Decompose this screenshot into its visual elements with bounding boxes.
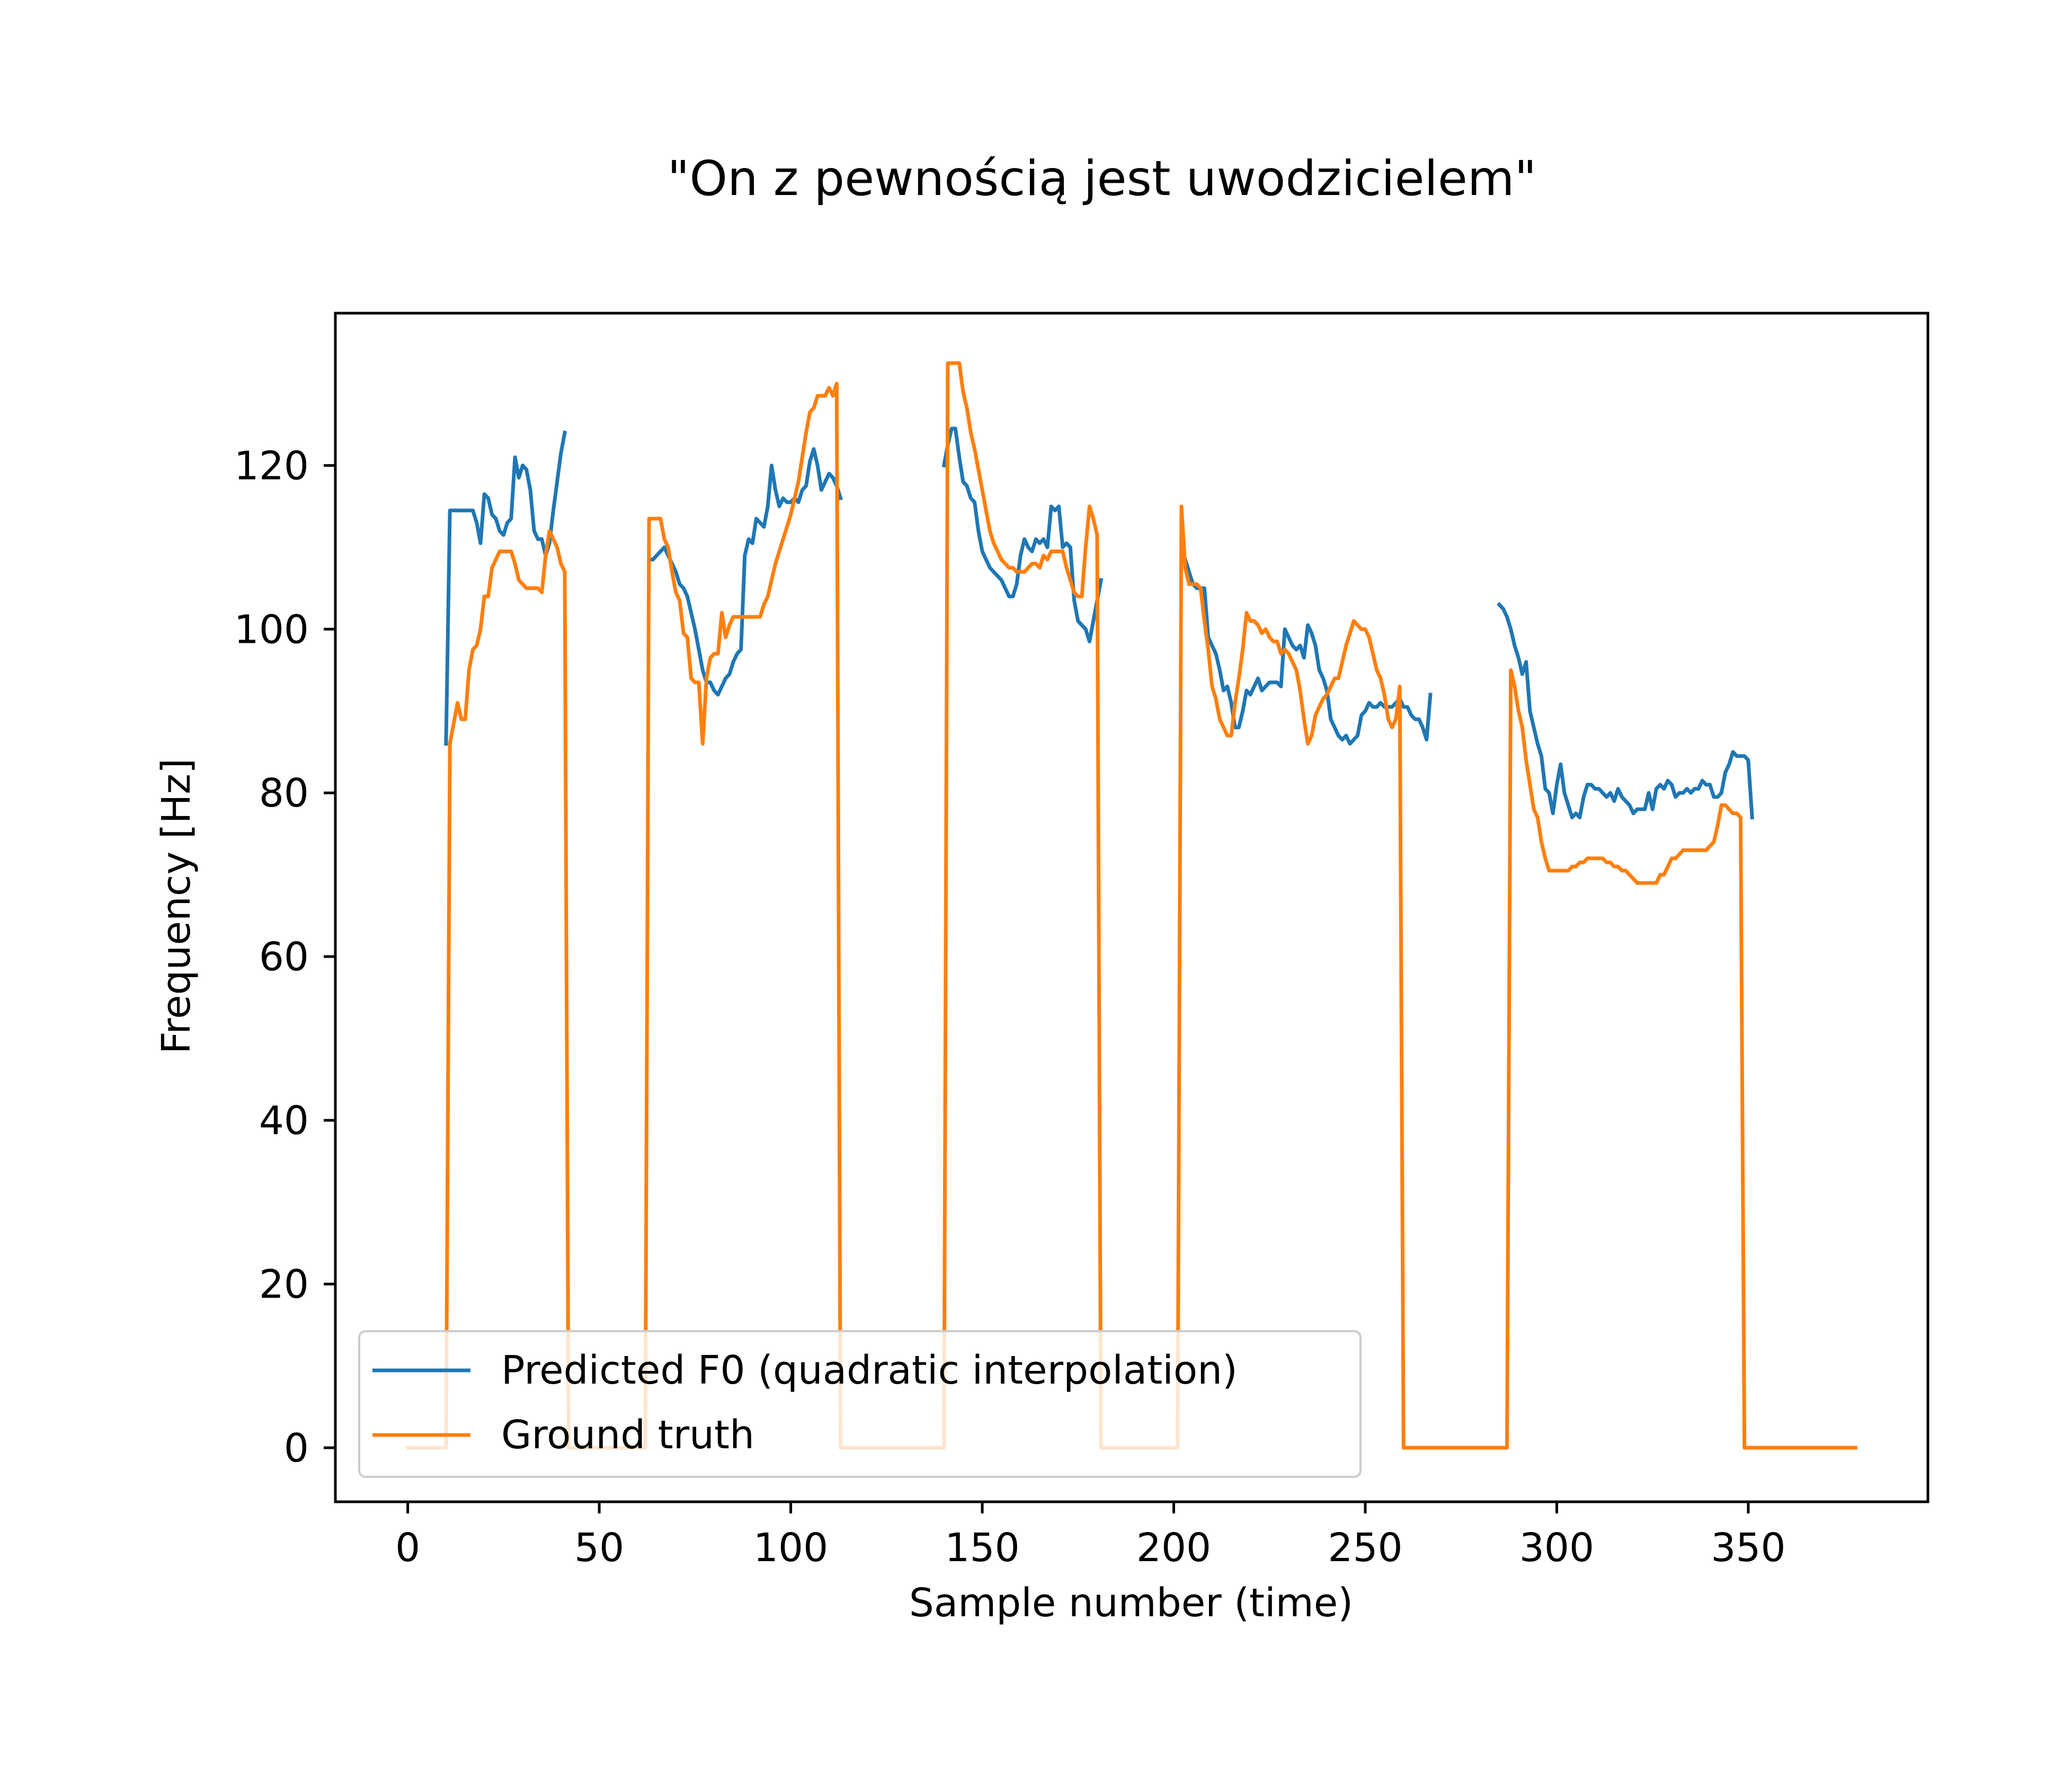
series-line-predicted-segment-3 (1179, 541, 1433, 746)
x-axis-ticks: 0 50 100 150 200 250 300 350 (395, 1502, 1786, 1571)
chart-title: "On z pewnością jest uwodzicielem" (668, 151, 1537, 207)
x-tick-label: 250 (1328, 1525, 1402, 1571)
series-line-predicted-segment-4 (1497, 601, 1754, 820)
series-line-predicted-segment-1 (647, 447, 843, 697)
legend-box (358, 1330, 1362, 1478)
x-axis-label: Sample number (time) (909, 1580, 1353, 1626)
y-axis-label: Frequency [Hz] (154, 758, 199, 1054)
x-tick-label: 0 (395, 1525, 420, 1571)
y-tick-label: 100 (234, 607, 309, 652)
y-tick-label: 120 (234, 443, 309, 489)
axes-frame (334, 312, 1929, 1503)
series-line-predicted-segment-2 (941, 427, 1104, 643)
x-tick-label: 150 (945, 1525, 1019, 1571)
legend: Predicted F0 (quadratic interpolation) G… (358, 1330, 1362, 1478)
legend-label-predicted: Predicted F0 (quadratic interpolation) (501, 1348, 1238, 1393)
y-tick-label: 20 (259, 1262, 309, 1307)
plot-area (406, 361, 1857, 1450)
x-tick-label: 50 (574, 1525, 624, 1571)
y-tick-label: 60 (259, 934, 309, 980)
x-tick-label: 200 (1136, 1525, 1211, 1571)
x-tick-label: 300 (1519, 1525, 1594, 1571)
x-tick-label: 350 (1711, 1525, 1785, 1571)
y-tick-label: 40 (259, 1098, 309, 1144)
legend-label-ground-truth: Ground truth (501, 1412, 754, 1458)
y-tick-label: 0 (284, 1425, 309, 1471)
y-axis-ticks: 0 20 40 60 80 100 120 (234, 443, 335, 1471)
series-line-ground-truth-segment-0 (406, 361, 1857, 1450)
y-tick-label: 80 (259, 771, 309, 816)
x-tick-label: 100 (753, 1525, 828, 1571)
